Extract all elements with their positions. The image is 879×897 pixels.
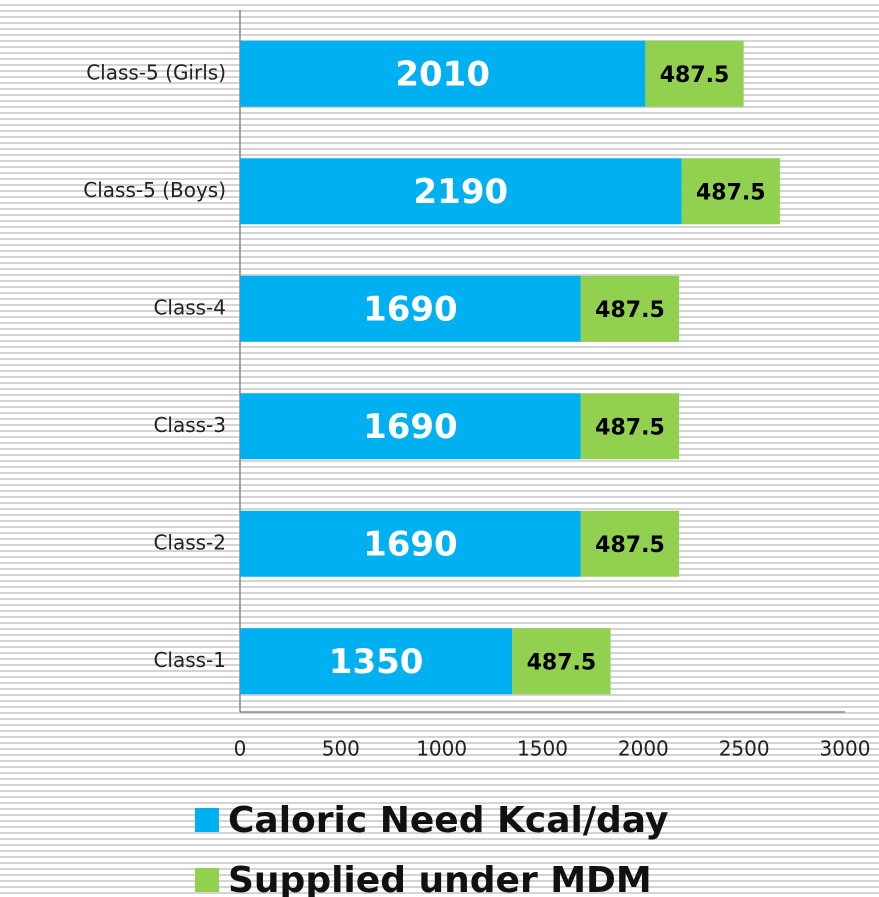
y-tick-label: Class-1 — [153, 648, 226, 672]
x-tick-label: 2000 — [618, 737, 669, 761]
x-tick-label: 1000 — [416, 737, 467, 761]
y-tick-label: Class-5 (Boys) — [83, 178, 226, 202]
legend-label: Caloric Need Kcal/day — [228, 800, 668, 841]
data-label: 1690 — [363, 524, 458, 564]
data-label: 487.5 — [595, 533, 665, 558]
data-label: 2010 — [395, 54, 490, 94]
bar-segment — [580, 275, 680, 342]
y-tick-label: Class-4 — [153, 295, 226, 319]
legend-swatch — [195, 868, 219, 892]
bar-segment — [240, 393, 581, 460]
data-label: 2190 — [414, 172, 509, 212]
data-label: 487.5 — [660, 63, 730, 88]
data-label: 1350 — [329, 642, 424, 682]
y-tick-label: Class-5 (Girls) — [86, 60, 226, 84]
x-tick-label: 3000 — [820, 737, 871, 761]
bar-segment — [240, 628, 513, 695]
data-label: 1690 — [363, 407, 458, 447]
bar-segment — [645, 40, 744, 107]
x-tick-label: 0 — [234, 737, 247, 761]
data-label: 487.5 — [595, 415, 665, 440]
data-label: 487.5 — [527, 650, 597, 675]
x-tick-label: 1500 — [517, 737, 568, 761]
legend-label: Supplied under MDM — [228, 860, 652, 897]
y-tick-label: Class-3 — [153, 413, 226, 437]
x-tick-label: 2500 — [719, 737, 770, 761]
x-tick-label: 500 — [322, 737, 360, 761]
bar-segment — [681, 158, 780, 225]
y-tick-label: Class-2 — [153, 530, 226, 554]
bar-segment — [580, 510, 680, 577]
legend-swatch — [195, 808, 219, 832]
data-label: 487.5 — [595, 298, 665, 323]
bar-segment — [240, 40, 646, 107]
data-label: 1690 — [363, 289, 458, 329]
bar-segment — [240, 275, 581, 342]
bar-segment — [240, 510, 581, 577]
bar-segment — [580, 393, 680, 460]
bar-segment — [512, 628, 611, 695]
data-label: 487.5 — [696, 180, 766, 205]
bar-segment — [240, 158, 682, 225]
